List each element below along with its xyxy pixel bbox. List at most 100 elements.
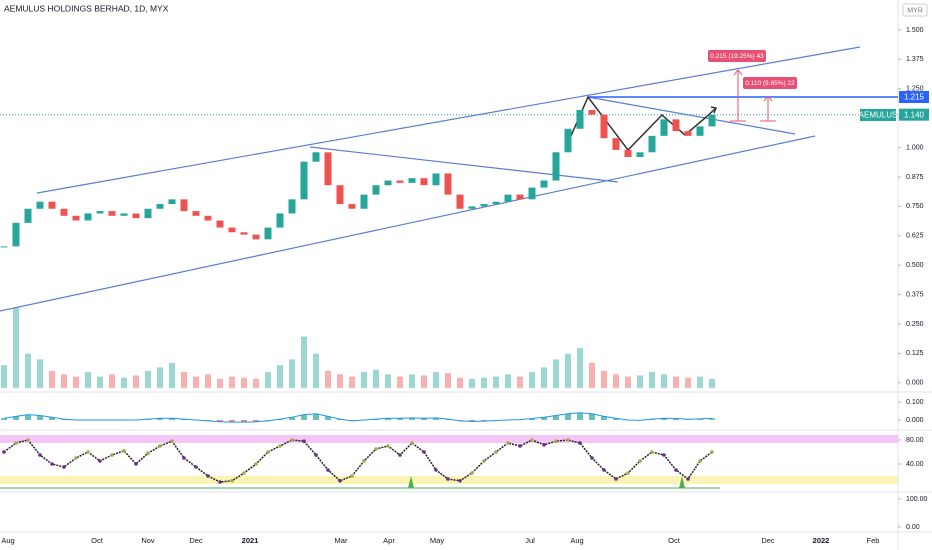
volume-bar <box>445 373 451 388</box>
macd-bar <box>25 414 31 420</box>
osc-point <box>2 450 6 454</box>
volume-bar <box>37 359 43 388</box>
candle <box>360 194 368 209</box>
osc-point <box>542 443 546 447</box>
osc-point <box>122 449 126 453</box>
last-tag <box>899 108 929 121</box>
candle <box>576 109 584 129</box>
osc-tick-label: 80.00 <box>906 437 924 444</box>
volume-bar <box>421 375 427 388</box>
annotation-box <box>743 77 797 89</box>
volume-bar <box>25 353 31 388</box>
volume-bar <box>697 376 703 388</box>
osc-point <box>50 462 54 466</box>
volume-bar <box>157 367 163 388</box>
candle <box>552 152 560 181</box>
volume-bar <box>541 367 547 388</box>
volume-bar <box>397 376 403 388</box>
volume-bar <box>85 372 91 388</box>
volume-bar <box>361 372 367 388</box>
candle <box>96 211 104 214</box>
volume-bar <box>133 375 139 388</box>
volume-bar <box>685 377 691 388</box>
candle <box>420 178 428 186</box>
volume-bar <box>457 377 463 388</box>
candle <box>636 152 644 158</box>
volume-bar <box>649 372 655 388</box>
last-label: 1.140 <box>904 110 925 119</box>
volume-bar <box>637 375 643 388</box>
volume-bar <box>265 372 271 388</box>
volume-bar <box>325 370 331 388</box>
candle <box>348 204 356 209</box>
candle <box>132 213 140 219</box>
volume-bar <box>529 372 535 388</box>
candle <box>36 201 44 209</box>
candle <box>216 220 224 228</box>
macd-bar <box>529 418 535 420</box>
volume-bar <box>469 378 475 388</box>
osc-point <box>26 438 30 442</box>
candle <box>600 114 608 139</box>
volume-bar <box>97 376 103 388</box>
osc-point <box>674 468 678 472</box>
osc-point <box>290 438 294 442</box>
candle <box>252 234 260 240</box>
macd-bar <box>481 420 487 422</box>
volume-bar <box>109 374 115 388</box>
osc-point <box>326 468 330 472</box>
volume-bar <box>409 374 415 388</box>
macd-bar <box>385 418 391 420</box>
volume-bar <box>61 374 67 388</box>
osc-point <box>98 459 102 463</box>
x-tick-label: Nov <box>141 536 155 545</box>
x-tick-label: Oct <box>668 536 681 545</box>
symbol: AEMULUS <box>859 111 898 120</box>
macd-bar <box>661 418 667 420</box>
volume-bar <box>241 377 247 388</box>
candle <box>288 199 296 214</box>
osc-point <box>74 456 78 460</box>
osc-point <box>470 471 474 475</box>
volume-bar <box>661 374 667 388</box>
volume-bar <box>13 308 19 388</box>
y-tick-label: 0.500 <box>906 262 924 269</box>
osc-point <box>590 456 594 460</box>
x-tick-label: May <box>430 536 444 545</box>
volume-bar <box>73 376 79 388</box>
volume-bar <box>181 372 187 388</box>
candle <box>312 152 320 162</box>
candle <box>624 149 632 158</box>
candle <box>12 222 20 247</box>
osc-point <box>554 439 558 444</box>
macd-tick-label: 0.100 <box>906 399 924 406</box>
y-tick-label: 0.375 <box>906 291 924 298</box>
osc-point <box>410 441 414 445</box>
osc-point <box>338 479 342 483</box>
osc-point <box>506 441 510 445</box>
candle <box>60 208 68 216</box>
symbol-tag <box>860 109 896 121</box>
volume-bar <box>613 374 619 388</box>
osc-point <box>362 459 366 463</box>
candle <box>276 213 284 228</box>
volume-bar <box>313 353 319 388</box>
y-tick-label: 1.375 <box>906 56 924 63</box>
osc-point <box>218 480 222 484</box>
candle <box>708 114 716 127</box>
volume-bar <box>145 370 151 388</box>
volume-bar <box>169 362 175 388</box>
candle <box>228 227 236 233</box>
macd-bar <box>301 414 307 420</box>
trendline <box>309 146 619 183</box>
osc-point <box>110 453 114 457</box>
y-tick-label: 0.625 <box>906 233 924 240</box>
volume-bar <box>385 374 391 388</box>
volume-bar <box>625 376 631 388</box>
macd-bar <box>229 420 235 423</box>
osc-point <box>134 462 138 466</box>
osc-point <box>158 444 162 448</box>
macd-bar <box>673 418 679 420</box>
volume-bar <box>481 377 487 388</box>
osc-point <box>638 459 642 463</box>
